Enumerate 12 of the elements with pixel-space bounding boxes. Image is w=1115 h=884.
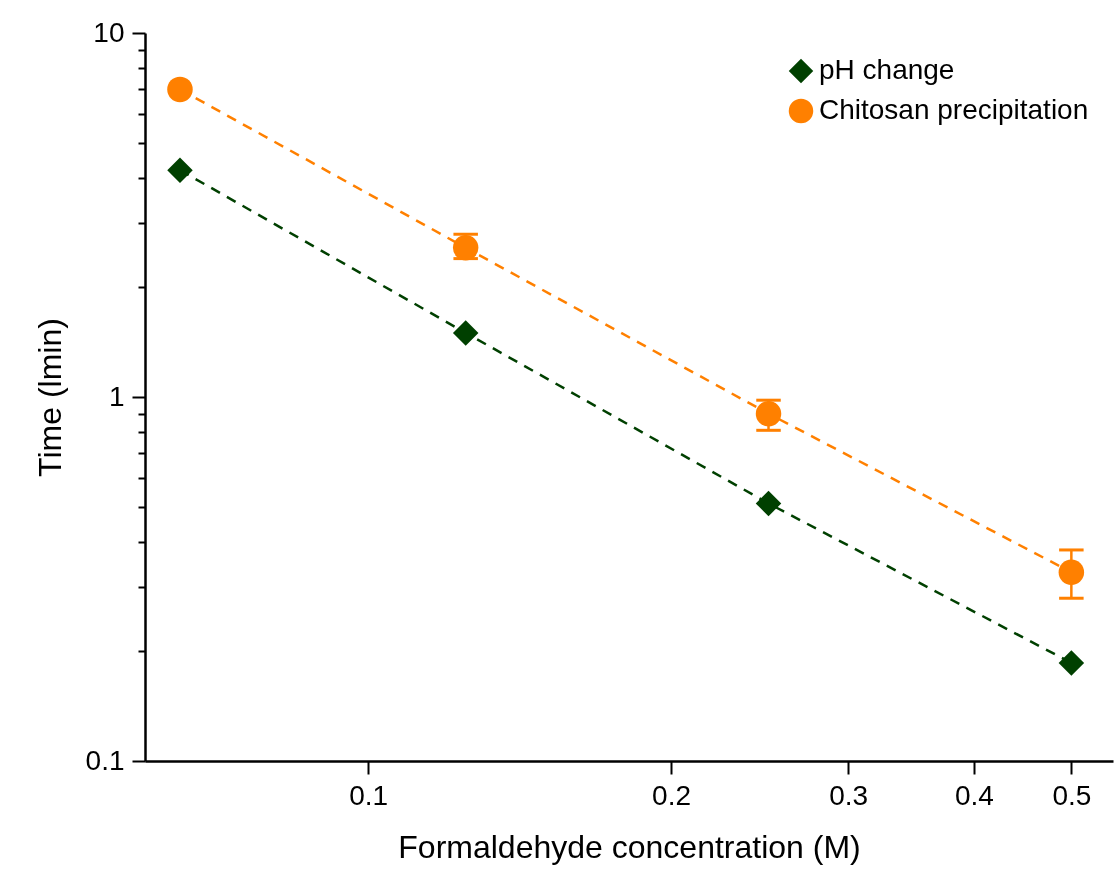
legend-label: Chitosan precipitation <box>819 94 1089 125</box>
y-tick-label: 10 <box>93 16 125 48</box>
x-tick-label: 0.1 <box>349 779 389 811</box>
y-axis-title: Time (lmin) <box>31 318 68 477</box>
y-tick-label: 1 <box>108 380 125 412</box>
x-tick-label: 0.5 <box>1052 779 1092 811</box>
x-tick-label: 0.4 <box>954 779 994 811</box>
y-tick-label: 0.1 <box>85 744 125 776</box>
legend-label: pH change <box>819 54 955 85</box>
x-tick-label: 0.2 <box>652 779 691 811</box>
x-axis-title: Formaldehyde concentration (M) <box>398 828 861 865</box>
x-tick-label: 0.3 <box>829 779 869 811</box>
